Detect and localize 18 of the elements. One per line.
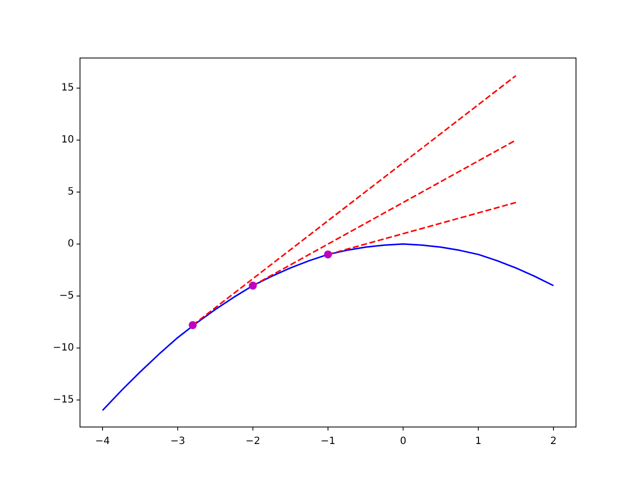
y-tick-label: −5	[59, 290, 74, 302]
y-tick-label: 10	[61, 134, 74, 146]
x-tick-label: 2	[550, 436, 557, 447]
x-tick-label: 0	[400, 436, 406, 447]
point	[324, 250, 332, 258]
x-tick-label: −4	[95, 436, 110, 447]
x-tick-label: −2	[245, 436, 260, 447]
x-tick-label: −1	[320, 436, 336, 447]
x-tick-label: −3	[170, 436, 186, 447]
y-tick-label: −15	[52, 394, 74, 406]
line-series	[102, 243, 554, 412]
point	[188, 321, 197, 330]
y-tick-label: 15	[61, 82, 74, 94]
y-tick-label: −10	[52, 342, 74, 354]
point	[248, 282, 257, 290]
y-tick-label: 5	[68, 186, 74, 198]
y-tick-label: 0	[68, 238, 74, 250]
x-tick-label: 1	[475, 436, 482, 447]
